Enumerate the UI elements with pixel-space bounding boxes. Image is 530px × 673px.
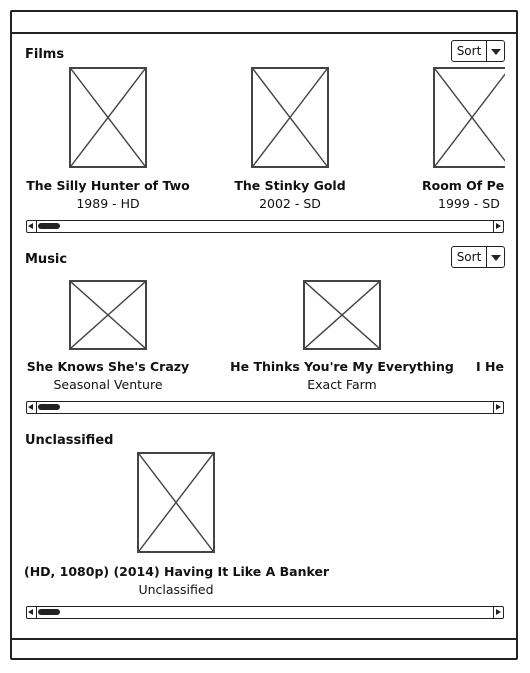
music-3-card[interactable]: I He — [470, 350, 505, 390]
chevron-down-icon[interactable] — [487, 247, 504, 267]
music-3-title[interactable]: I He — [476, 359, 504, 374]
section-title-unclassified: Unclassified — [25, 433, 114, 448]
music-sort-label: Sort — [452, 247, 487, 267]
scroll-left-arrow-icon[interactable] — [27, 607, 37, 618]
scroll-left-arrow-icon[interactable] — [27, 221, 37, 232]
film-1-subtitle: 1989 - HD — [76, 196, 140, 211]
film-2-image-placeholder-icon[interactable] — [251, 67, 329, 168]
film-2-title[interactable]: The Stinky Gold — [234, 178, 346, 193]
music-1-image-placeholder-icon[interactable] — [69, 280, 147, 350]
scroll-right-arrow-icon[interactable] — [493, 607, 503, 618]
music-1-subtitle: Seasonal Venture — [53, 377, 163, 392]
scrollbar-thumb[interactable] — [38, 223, 60, 229]
music-2-image-placeholder-icon[interactable] — [303, 280, 381, 350]
film-1-title[interactable]: The Silly Hunter of Two — [26, 178, 190, 193]
window-frame — [10, 10, 518, 660]
scroll-left-arrow-icon[interactable] — [27, 402, 37, 413]
scroll-right-arrow-icon[interactable] — [493, 221, 503, 232]
film-2-subtitle: 2002 - SD — [259, 196, 321, 211]
unclassified-horizontal-scrollbar[interactable] — [26, 606, 504, 619]
films-sort-label: Sort — [452, 41, 487, 61]
scrollbar-thumb[interactable] — [38, 404, 60, 410]
scroll-right-arrow-icon[interactable] — [493, 402, 503, 413]
section-title-films: Films — [25, 47, 65, 62]
music-1-title[interactable]: She Knows She's Crazy — [26, 359, 190, 374]
unclassified-1-image-placeholder-icon[interactable] — [137, 452, 215, 553]
music-2-title[interactable]: He Thinks You're My Everything — [230, 359, 454, 374]
bottom-bar — [10, 638, 518, 660]
scrollbar-thumb[interactable] — [38, 609, 60, 615]
film-3-card[interactable]: Room Of Pe 1999 - SD — [420, 60, 505, 220]
chevron-down-icon[interactable] — [487, 41, 504, 61]
films-horizontal-scrollbar[interactable] — [26, 220, 504, 233]
unclassified-1-title[interactable]: (HD, 1080p) (2014) Having It Like A Bank… — [24, 564, 330, 579]
film-1-image-placeholder-icon[interactable] — [69, 67, 147, 168]
film-3-image-placeholder-icon[interactable] — [433, 67, 505, 168]
music-sort-dropdown[interactable]: Sort — [451, 246, 505, 268]
section-title-music: Music — [25, 252, 68, 267]
music-2-subtitle: Exact Farm — [307, 377, 377, 392]
music-horizontal-scrollbar[interactable] — [26, 401, 504, 414]
unclassified-1-subtitle: Unclassified — [138, 582, 214, 597]
film-3-subtitle: 1999 - SD — [438, 196, 500, 211]
top-bar — [10, 10, 518, 34]
film-3-title[interactable]: Room Of Pe — [422, 178, 505, 193]
films-sort-dropdown[interactable]: Sort — [451, 40, 505, 62]
